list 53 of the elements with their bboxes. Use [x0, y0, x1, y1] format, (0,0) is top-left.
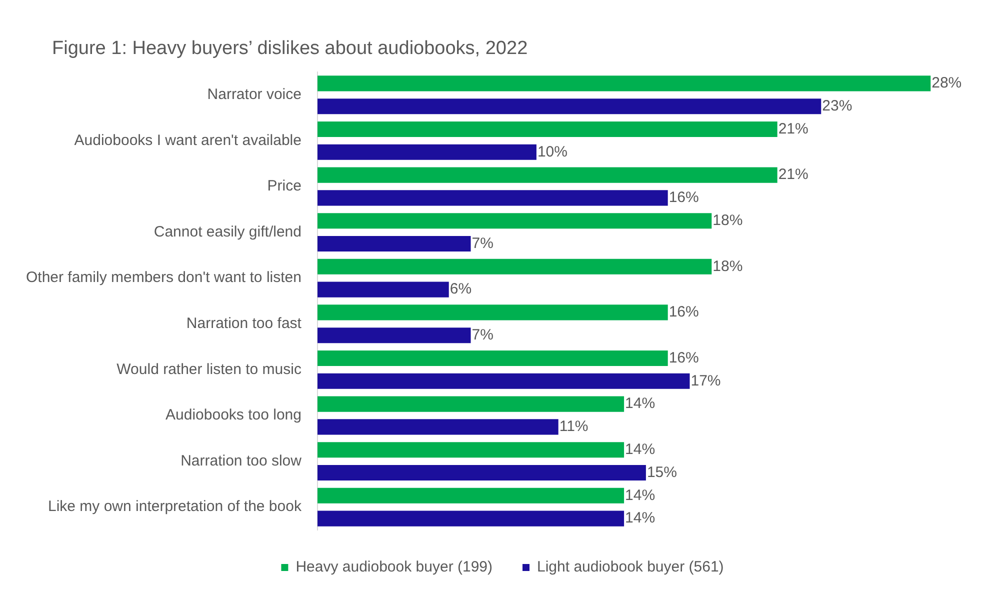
bar	[317, 304, 668, 320]
bar	[317, 328, 471, 344]
y-tick-label: Cannot easily gift/lend	[154, 223, 302, 240]
data-label: 21%	[778, 120, 808, 138]
bar	[317, 144, 536, 160]
bar	[317, 190, 668, 206]
bar	[317, 396, 624, 412]
data-label: 7%	[472, 234, 494, 252]
y-tick-label: Would rather listen to music	[116, 360, 302, 378]
y-tick-label: Like my own interpretation of the book	[48, 498, 302, 516]
bar	[317, 464, 646, 481]
data-label: 6%	[450, 280, 472, 298]
data-label: 28%	[932, 74, 962, 92]
data-label: 16%	[668, 189, 699, 206]
y-tick-label: Price	[267, 178, 302, 195]
data-label: 16%	[668, 304, 699, 321]
data-label: 15%	[646, 464, 677, 481]
bar	[317, 419, 558, 435]
data-label: 16%	[668, 349, 699, 366]
bar	[317, 373, 690, 389]
data-label: 18%	[712, 212, 743, 229]
legend-label: Heavy audiobook buyer (199)	[296, 558, 493, 576]
data-label: 10%	[537, 143, 568, 160]
bar	[317, 510, 624, 526]
legend-label: Light audiobook buyer (561)	[536, 558, 724, 576]
data-label: 21%	[778, 166, 808, 184]
data-label: 14%	[625, 395, 656, 412]
data-label: 17%	[690, 372, 721, 390]
bar	[317, 442, 624, 458]
y-tick-label: Audiobooks too long	[166, 406, 302, 424]
y-tick-label: Narration too slow	[180, 452, 302, 470]
data-label: 14%	[625, 486, 656, 504]
chart-title: Figure 1: Heavy buyers’ dislikes about audiobooks, 2022	[52, 38, 528, 60]
data-label: 14%	[625, 440, 656, 458]
bar	[317, 488, 624, 504]
bar	[317, 98, 822, 114]
data-label: 7%	[472, 326, 494, 344]
bar	[317, 236, 471, 252]
y-tick-label: Audiobooks I want aren't available	[74, 132, 302, 149]
data-label: 18%	[712, 258, 743, 275]
bar	[317, 258, 712, 274]
bar	[317, 121, 778, 138]
bar	[317, 350, 668, 366]
bar	[317, 76, 931, 92]
data-label: 11%	[559, 418, 588, 436]
bar	[317, 213, 712, 229]
data-label: 14%	[625, 510, 656, 527]
y-tick-label: Narrator voice	[207, 86, 302, 104]
y-tick-label: Narration too fast	[186, 315, 302, 332]
bar	[317, 167, 778, 183]
y-tick-label: Other family members don't want to listen	[26, 269, 302, 286]
data-label: 23%	[822, 97, 852, 114]
bar	[317, 282, 449, 298]
